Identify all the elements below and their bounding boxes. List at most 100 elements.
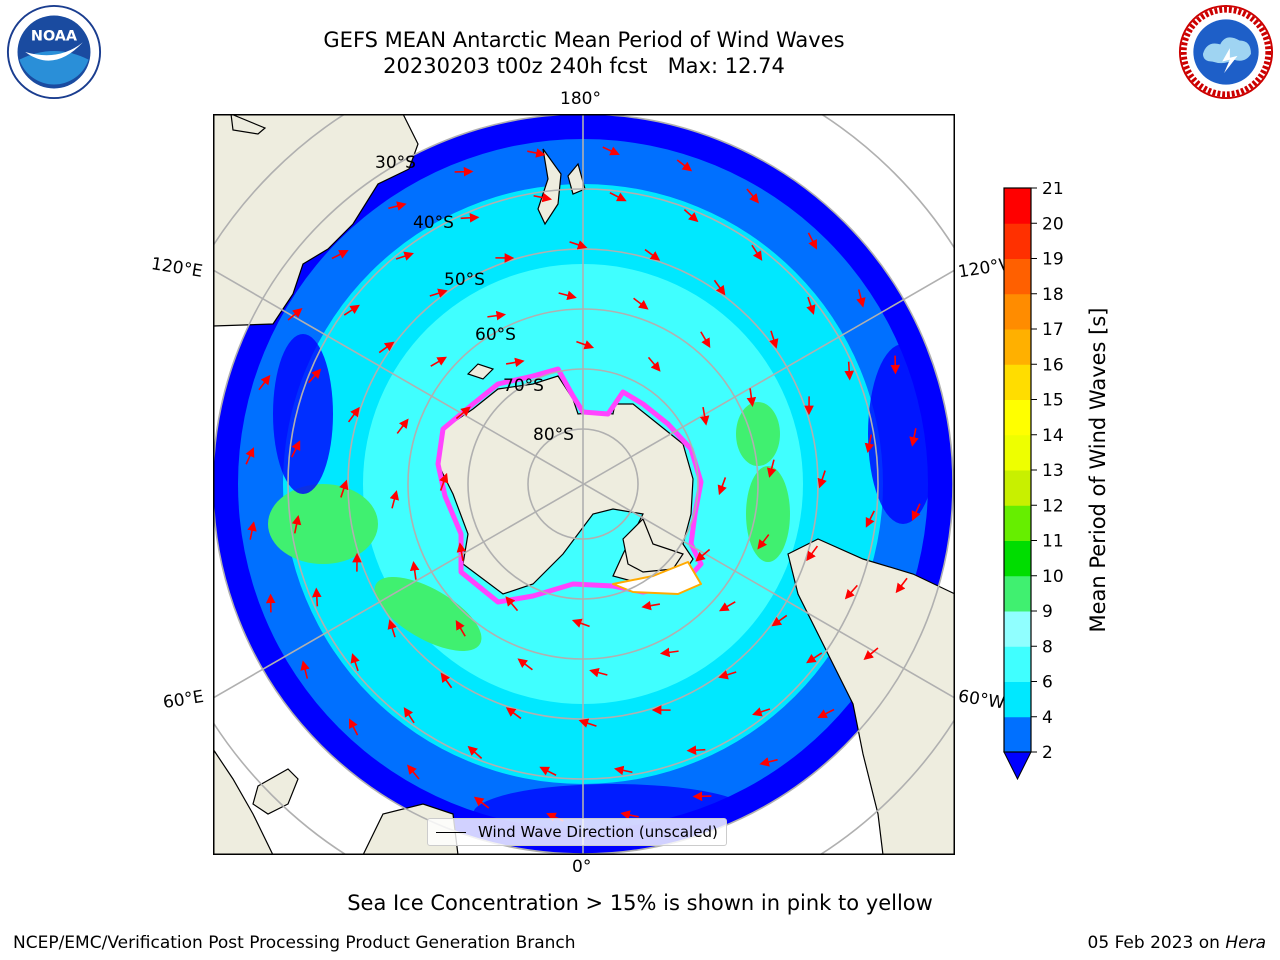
- colorbar-tick-label: 12: [1042, 496, 1064, 516]
- colorbar-segment: [1004, 681, 1031, 718]
- wave-direction-arrow: [613, 765, 633, 776]
- colorbar-tick-label: 4: [1042, 708, 1053, 728]
- antarctic-map: 30°S 40°S 50°S 60°S 70°S 80°S Wind Wave …: [213, 114, 955, 855]
- colorbar-tick-label: 20: [1042, 214, 1064, 234]
- noaa-logo: NOAA: [6, 4, 102, 100]
- wave-direction-arrow: [395, 251, 414, 261]
- wave-direction-arrow: [569, 240, 588, 250]
- colorbar-segment: [1004, 646, 1031, 682]
- wave-direction-arrow: [602, 146, 620, 156]
- wave-direction-arrow: [291, 440, 301, 458]
- wave-direction-arrow: [517, 658, 533, 671]
- map-legend: Wind Wave Direction (unscaled): [427, 818, 727, 846]
- wave-direction-arrow: [864, 434, 875, 454]
- nws-logo: [1178, 4, 1274, 100]
- colorbar-tick-label: 21: [1042, 182, 1064, 199]
- wave-direction-arrow: [311, 587, 322, 607]
- wave-direction-arrow: [647, 356, 661, 372]
- colorbar-tick-label: 17: [1042, 320, 1064, 340]
- colorbar-tick-label: 8: [1042, 637, 1053, 657]
- wave-direction-arrow: [609, 192, 627, 202]
- map-title-line1: GEFS MEAN Antarctic Mean Period of Wind …: [323, 28, 845, 52]
- map-title-line2: 20230203 t00z 240h fcst Max: 12.74: [383, 54, 785, 78]
- wave-direction-arrow: [641, 600, 661, 611]
- wave-direction-arrow: [409, 560, 420, 580]
- colorbar-tick-label: 14: [1042, 426, 1064, 446]
- wave-direction-arrow: [746, 188, 759, 204]
- colorbar-segment: [1004, 258, 1031, 295]
- wave-direction-arrow: [751, 244, 763, 261]
- wave-direction-arrow: [911, 503, 921, 521]
- wave-direction-arrow: [287, 308, 303, 321]
- wave-direction-arrow: [558, 290, 577, 301]
- wave-direction-arrow: [396, 418, 409, 434]
- colorbar-under-triangle: [1003, 751, 1032, 781]
- wave-direction-arrow: [430, 356, 447, 367]
- wave-direction-arrow: [686, 745, 706, 756]
- colorbar-segment: [1004, 223, 1031, 259]
- wave-direction-arrow: [759, 757, 778, 767]
- legend-label: Wind Wave Direction (unscaled): [478, 823, 718, 841]
- colorbar-tick-label: 6: [1042, 673, 1053, 693]
- wave-direction-arrow: [487, 310, 507, 321]
- wave-direction-arrow: [350, 653, 360, 672]
- wave-direction-arrow: [245, 447, 255, 465]
- colorbar-segment: [1004, 188, 1031, 224]
- colorbar-segment: [1004, 364, 1031, 400]
- lon-label-120e: 120°E: [149, 254, 204, 282]
- wave-direction-arrow: [644, 248, 661, 261]
- lat-labels: 30°S 40°S 50°S 60°S 70°S 80°S: [375, 153, 574, 445]
- wave-direction-arrow: [571, 618, 590, 628]
- wave-direction-arrow: [817, 470, 827, 489]
- wave-direction-arrow: [806, 545, 819, 562]
- wave-direction-arrow: [807, 232, 817, 250]
- colorbar-segment: [1004, 470, 1031, 506]
- wave-direction-arrow: [539, 766, 557, 776]
- wave-direction-arrow: [300, 660, 310, 679]
- wave-direction-arrow: [505, 357, 525, 368]
- wave-direction-arrow: [909, 428, 919, 447]
- wave-direction-arrow: [806, 296, 816, 315]
- sea-ice-note: Sea Ice Concentration > 15% is shown in …: [347, 891, 933, 915]
- wave-direction-arrow: [752, 707, 771, 717]
- colorbar-segment: [1004, 505, 1031, 541]
- wave-direction-arrow: [769, 330, 779, 349]
- wave-direction-arrow: [440, 672, 453, 689]
- wave-direction-arrow: [578, 718, 597, 728]
- wave-direction-arrow: [576, 340, 595, 350]
- colorbar: 2 4 6 8 9 10 11 12 13 14 15 16 17 18 19 20 21: [1003, 182, 1064, 781]
- legend-line-icon: [436, 831, 466, 833]
- wave-direction-arrow: [455, 620, 466, 637]
- wave-direction-arrow: [676, 159, 693, 172]
- wave-direction-arrow: [347, 406, 360, 423]
- wave-direction-arrow: [844, 361, 855, 381]
- wave-direction-arrow: [695, 548, 711, 562]
- wave-direction-arrow: [349, 718, 359, 736]
- wave-direction-arrow: [533, 192, 553, 203]
- colorbar-segment: [1004, 399, 1031, 436]
- colorbar-tick-label: 15: [1042, 391, 1064, 411]
- lon-label-60e: 60°E: [161, 686, 206, 714]
- lat-label-70s: 70°S: [503, 376, 544, 396]
- colorbar-segment: [1004, 540, 1031, 577]
- colorbar-tick-label: 19: [1042, 250, 1064, 270]
- wave-direction-arrow: [713, 279, 726, 296]
- wave-direction-arrow: [460, 212, 480, 223]
- wave-direction-arrow: [247, 521, 257, 540]
- wave-direction-arrow: [700, 331, 711, 348]
- colorbar-segment: [1004, 575, 1031, 612]
- svg-text:NOAA: NOAA: [31, 28, 78, 44]
- wave-direction-arrow: [589, 667, 608, 678]
- wave-direction-arrow: [258, 374, 271, 391]
- wave-direction-arrow: [389, 490, 400, 509]
- lat-label-40s: 40°S: [413, 213, 454, 233]
- lat-label-50s: 50°S: [444, 270, 485, 290]
- wave-direction-arrow: [817, 708, 835, 718]
- colorbar-tick-label: 2: [1042, 743, 1053, 763]
- wave-direction-arrow: [473, 796, 490, 809]
- lon-label-180: 180°: [560, 89, 601, 109]
- wave-direction-arrow: [806, 652, 823, 664]
- footer-host: Hera: [1225, 933, 1266, 953]
- wave-direction-arrow: [455, 406, 471, 420]
- colorbar-segment: [1004, 434, 1031, 471]
